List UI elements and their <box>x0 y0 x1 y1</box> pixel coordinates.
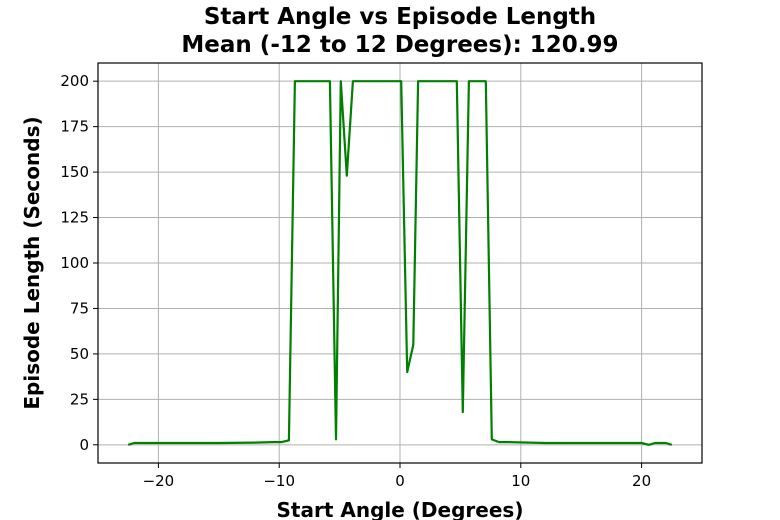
y-axis-label: Episode Length (Seconds) <box>20 116 44 409</box>
y-tick-label: 150 <box>60 163 89 181</box>
series-line <box>127 80 673 446</box>
y-axis: 0 25 50 75 100 125 150 175 200 <box>60 72 98 454</box>
y-tick-label: 75 <box>70 299 89 317</box>
y-tick-label: 25 <box>70 390 89 408</box>
series-lines <box>127 80 673 446</box>
chart-title-line2: Mean (-12 to 12 Degrees): 120.99 <box>181 32 618 58</box>
y-tick-label: 50 <box>70 345 89 363</box>
x-tick-label: −20 <box>143 472 175 490</box>
x-axis: −20 −10 0 10 20 <box>143 463 651 490</box>
grid <box>98 63 702 463</box>
x-tick-label: 0 <box>395 472 405 490</box>
y-tick-label: 0 <box>79 436 89 454</box>
x-axis-label: Start Angle (Degrees) <box>277 498 524 520</box>
x-tick-label: −10 <box>263 472 295 490</box>
chart-title-line1: Start Angle vs Episode Length <box>204 4 596 30</box>
y-tick-label: 100 <box>60 254 89 272</box>
y-tick-label: 125 <box>60 209 89 227</box>
x-tick-label: 10 <box>511 472 530 490</box>
y-tick-label: 200 <box>60 72 89 90</box>
x-tick-label: 20 <box>632 472 651 490</box>
y-tick-label: 175 <box>60 118 89 136</box>
